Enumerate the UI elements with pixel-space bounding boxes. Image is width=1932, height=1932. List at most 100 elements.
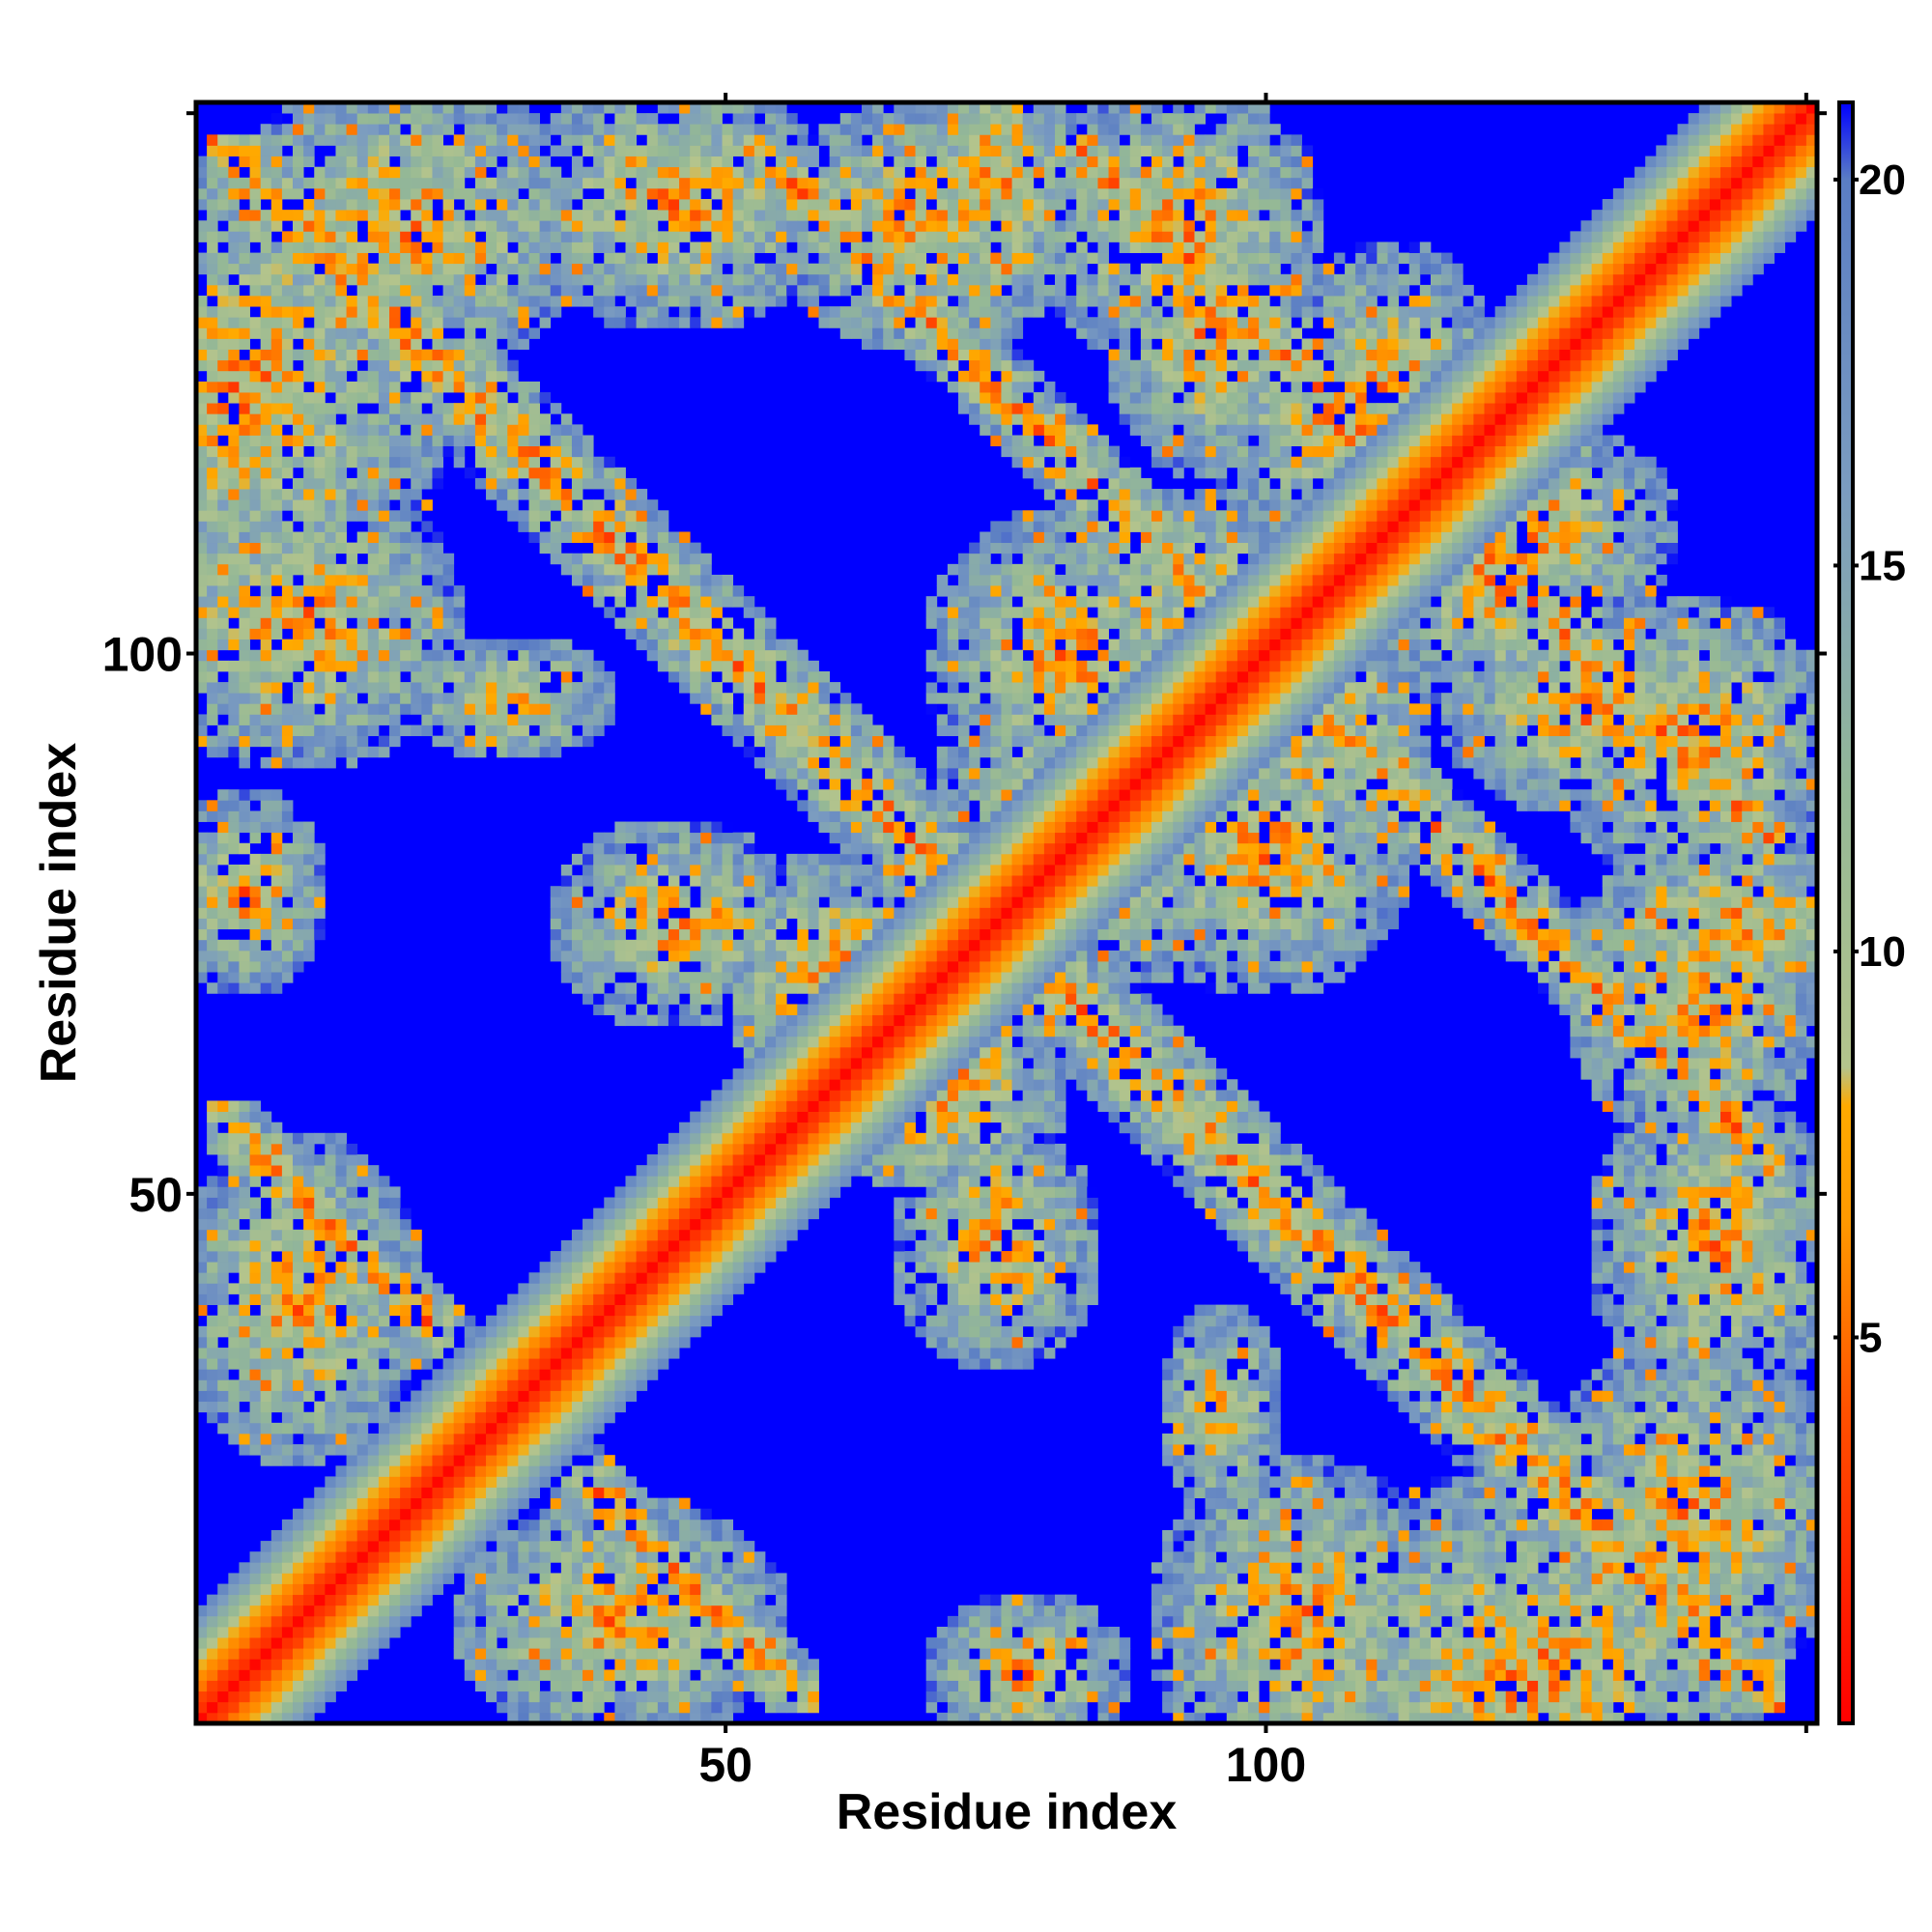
heatmap-cell bbox=[442, 210, 455, 221]
heatmap-cell bbox=[614, 124, 626, 135]
heatmap-cell bbox=[700, 156, 712, 168]
heatmap-cell bbox=[614, 263, 626, 275]
heatmap-cell bbox=[528, 1701, 540, 1714]
heatmap-cell bbox=[528, 284, 540, 297]
heatmap-cell bbox=[260, 928, 272, 941]
heatmap-cell bbox=[346, 1455, 358, 1466]
heatmap-cell bbox=[356, 424, 369, 436]
heatmap-cell bbox=[314, 1186, 326, 1198]
heatmap-cell bbox=[700, 703, 712, 715]
heatmap-cell bbox=[249, 789, 262, 801]
heatmap-cell bbox=[207, 435, 218, 446]
heatmap-cell bbox=[378, 210, 390, 221]
heatmap-cell bbox=[239, 585, 250, 597]
heatmap-cell bbox=[325, 1648, 336, 1660]
heatmap-cell bbox=[260, 1336, 272, 1349]
heatmap-cell bbox=[732, 1090, 745, 1101]
heatmap-cell bbox=[249, 403, 262, 414]
heatmap-cell bbox=[239, 252, 250, 265]
heatmap-cell bbox=[196, 359, 208, 372]
heatmap-cell bbox=[335, 628, 347, 640]
heatmap-cell bbox=[604, 1348, 615, 1359]
heatmap-cell bbox=[442, 284, 455, 297]
heatmap-cell bbox=[260, 456, 272, 469]
heatmap-cell bbox=[303, 1208, 315, 1220]
heatmap-cell bbox=[679, 187, 691, 200]
heatmap-cell bbox=[668, 821, 680, 834]
heatmap-cell bbox=[679, 231, 691, 242]
heatmap-cell bbox=[411, 563, 422, 576]
heatmap-cell bbox=[367, 1529, 380, 1542]
heatmap-cell bbox=[690, 596, 701, 608]
heatmap-cell bbox=[679, 617, 691, 629]
heatmap-cell bbox=[604, 1476, 615, 1488]
heatmap-cell bbox=[260, 1615, 272, 1628]
heatmap-cell bbox=[260, 1122, 272, 1134]
heatmap-cell bbox=[421, 670, 433, 683]
heatmap-cell bbox=[293, 306, 304, 318]
heatmap-cell bbox=[474, 1336, 487, 1349]
heatmap-cell bbox=[646, 1529, 659, 1542]
heatmap-cell bbox=[453, 607, 466, 618]
heatmap-cell bbox=[550, 1422, 562, 1435]
heatmap-cell bbox=[711, 649, 723, 662]
heatmap-cell bbox=[560, 1583, 573, 1596]
heatmap-cell bbox=[356, 1293, 369, 1306]
heatmap-cell bbox=[646, 1497, 659, 1510]
heatmap-cell bbox=[303, 682, 315, 694]
heatmap-cell bbox=[281, 1283, 294, 1294]
heatmap-cell bbox=[625, 993, 638, 1005]
heatmap-cell bbox=[636, 1529, 648, 1542]
heatmap-cell bbox=[518, 1626, 529, 1638]
heatmap-cell bbox=[604, 1251, 615, 1263]
heatmap-cell bbox=[249, 499, 262, 511]
heatmap-cell bbox=[560, 413, 573, 425]
heatmap-cell bbox=[400, 1272, 412, 1284]
heatmap-cell bbox=[518, 693, 529, 704]
heatmap-cell bbox=[507, 1433, 519, 1445]
heatmap-cell bbox=[636, 972, 648, 983]
heatmap-cell bbox=[646, 231, 659, 242]
heatmap-cell bbox=[474, 359, 487, 372]
heatmap-cell bbox=[497, 735, 508, 748]
heatmap-cell bbox=[711, 1100, 723, 1112]
heatmap-cell bbox=[346, 1218, 358, 1231]
heatmap-cell bbox=[270, 317, 283, 328]
heatmap-cell bbox=[679, 1293, 691, 1306]
heatmap-cell bbox=[604, 875, 615, 887]
heatmap-cell bbox=[239, 467, 250, 479]
heatmap-cell bbox=[474, 1401, 487, 1413]
heatmap-cell bbox=[270, 145, 283, 156]
heatmap-cell bbox=[571, 660, 583, 672]
heatmap-cell bbox=[614, 1476, 626, 1488]
heatmap-cell bbox=[217, 1369, 229, 1380]
heatmap-cell bbox=[625, 896, 638, 908]
heatmap-cell bbox=[604, 1562, 615, 1574]
heatmap-cell bbox=[239, 1348, 250, 1359]
heatmap-cell bbox=[614, 928, 626, 941]
heatmap-cell bbox=[325, 735, 336, 748]
heatmap-cell bbox=[464, 467, 476, 479]
heatmap-cell bbox=[207, 1369, 218, 1380]
heatmap-cell bbox=[657, 1615, 669, 1628]
heatmap-cell bbox=[421, 1583, 433, 1596]
heatmap-cell bbox=[281, 1186, 294, 1198]
heatmap-cell bbox=[367, 1379, 380, 1391]
heatmap-cell bbox=[228, 210, 240, 221]
heatmap-cell bbox=[657, 521, 669, 532]
heatmap-cell bbox=[497, 392, 508, 404]
heatmap-cell bbox=[325, 1615, 336, 1628]
heatmap-cell bbox=[560, 1262, 573, 1273]
heatmap-cell bbox=[196, 499, 208, 511]
heatmap-cell bbox=[249, 896, 262, 908]
heatmap-cell bbox=[335, 1465, 347, 1477]
heatmap-cell bbox=[646, 1541, 659, 1552]
heatmap-cell bbox=[518, 649, 529, 662]
heatmap-cell bbox=[732, 1690, 745, 1703]
heatmap-cell bbox=[217, 1401, 229, 1413]
heatmap-cell bbox=[614, 1229, 626, 1241]
heatmap-cell bbox=[325, 1659, 336, 1670]
heatmap-cell bbox=[474, 1476, 487, 1488]
heatmap-cell bbox=[249, 1358, 262, 1370]
heatmap-cell bbox=[335, 424, 347, 436]
